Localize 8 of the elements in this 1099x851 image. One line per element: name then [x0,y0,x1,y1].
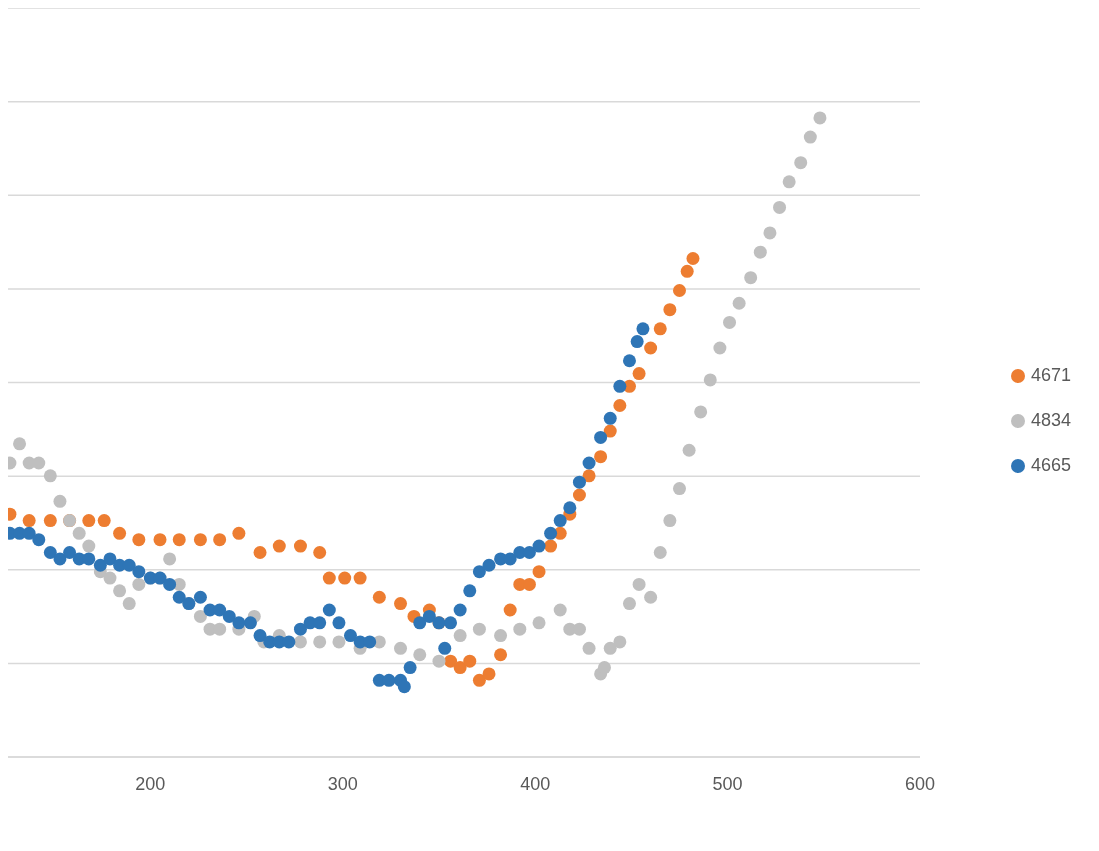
x-tick-label: 200 [135,773,166,794]
x-tick-label: 400 [520,773,551,794]
legend-label: 4671 [1030,365,1071,386]
legend-label: 4665 [1030,455,1071,476]
x-tick-label: 600 [904,773,936,794]
x-tick-label: 500 [712,773,743,794]
legend-label: 4834 [1030,410,1071,431]
x-tick-label: 300 [327,773,358,794]
